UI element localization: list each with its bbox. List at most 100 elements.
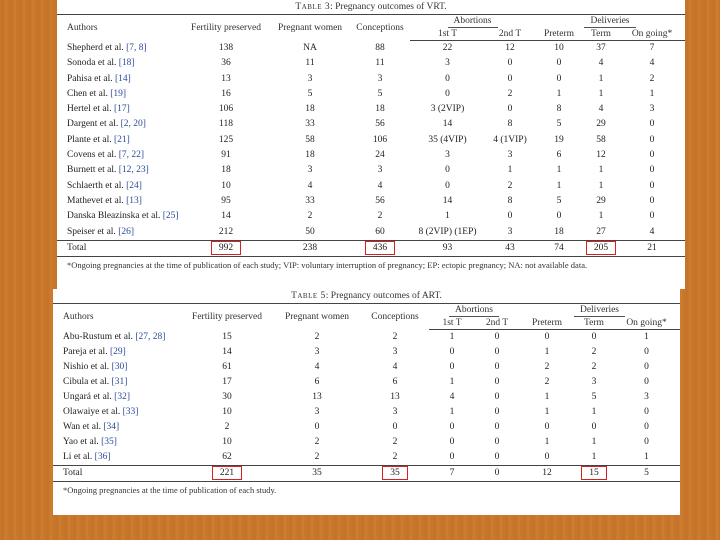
table-cell: 0 (613, 405, 680, 420)
author-name: Hertel et al. (67, 104, 112, 114)
table-row: Nishio et al. [30] 61 4 4 0 0 2 2 0 (53, 360, 680, 375)
table-cell: 3 (350, 72, 410, 87)
table-cell: 2 (575, 345, 613, 360)
author-name: Dargent et al. (67, 119, 118, 129)
header-ongoing: On going* (619, 28, 685, 41)
table-cell: 0 (619, 179, 685, 194)
table-row: Hertel et al. [17] 106 18 18 3 (2VIP) 0 8 4 3 (57, 102, 685, 117)
table-cell: 13 (182, 72, 270, 87)
citation-ref: [12, 23] (119, 165, 149, 175)
table-cell: 33 (270, 194, 350, 209)
author-cell: Dargent et al. [2, 20] (57, 117, 182, 132)
table-cell: 0 (619, 148, 685, 163)
author-name: Li et al. (63, 452, 92, 462)
header-conceptions: Conceptions (361, 304, 429, 330)
table-cell: 2 (181, 420, 273, 435)
table-cell: 1 (429, 375, 475, 390)
table-cell: 10 (181, 405, 273, 420)
table-row: Mathevet et al. [13] 95 33 56 14 8 5 29 0 (57, 194, 685, 209)
table-cell: 1 (575, 450, 613, 466)
table-row: Abu-Rustum et al. [27, 28] 15 2 2 1 0 0 0 1 (53, 330, 680, 346)
table-row: Pahisa et al. [14] 13 3 3 0 0 0 1 2 (57, 72, 685, 87)
table-cell: 1 (429, 405, 475, 420)
table-row: Dargent et al. [2, 20] 118 33 56 14 8 5 29 0 (57, 117, 685, 132)
art-footnote: *Ongoing pregnancies at the time of publ… (53, 482, 680, 495)
table-cell: 10 (535, 41, 583, 57)
citation-ref: [7, 22] (119, 150, 144, 160)
table-cell: 4 (583, 56, 619, 71)
author-name: Wan et al. (63, 422, 101, 432)
table-cell: 16 (182, 87, 270, 102)
total-cell: 436 (350, 240, 410, 256)
table-cell: 1 (583, 209, 619, 224)
table-cell: 5 (350, 87, 410, 102)
table-cell: 8 (485, 117, 535, 132)
table-cell: 18 (270, 148, 350, 163)
header-preterm: Preterm (535, 28, 583, 41)
author-cell: Pahisa et al. [14] (57, 72, 182, 87)
author-name: Pahisa et al. (67, 74, 113, 84)
table-cell: 6 (361, 375, 429, 390)
table-cell: 0 (410, 87, 485, 102)
table-cell: 0 (475, 435, 519, 450)
table-cell: 4 (270, 179, 350, 194)
highlight-box: 205 (586, 241, 616, 255)
citation-ref: [24] (126, 181, 142, 191)
table-cell: 29 (583, 194, 619, 209)
author-cell: Olawaiye et al. [33] (53, 405, 181, 420)
vrt-caption-text: : Pregnancy outcomes of VRT. (330, 2, 447, 12)
table-cell: 3 (410, 148, 485, 163)
table-cell: 0 (535, 209, 583, 224)
header-authors: Authors (57, 15, 182, 41)
table-cell: 7 (619, 41, 685, 57)
header-ongoing: On going* (613, 317, 680, 330)
table-cell: 12 (485, 41, 535, 57)
table-cell: 3 (350, 163, 410, 178)
table-cell: 0 (619, 194, 685, 209)
table-row: Shepherd et al. [7, 8] 138 NA 88 22 12 10 37 7 (57, 41, 685, 57)
table-cell: 1 (410, 209, 485, 224)
table-cell: 3 (273, 345, 361, 360)
table-cell: 56 (350, 117, 410, 132)
table-cell: 0 (475, 375, 519, 390)
art-table: Authors Fertility preserved Pregnant wom… (53, 303, 680, 482)
table-cell: 35 (4VIP) (410, 133, 485, 148)
table-cell: 0 (429, 435, 475, 450)
table-cell: 3 (270, 163, 350, 178)
table-cell: 18 (270, 102, 350, 117)
citation-ref: [29] (110, 347, 126, 357)
citation-ref: [36] (95, 452, 111, 462)
author-cell: Schlaerth et al. [24] (57, 179, 182, 194)
vrt-table-panel: Table 3: Pregnancy outcomes of VRT. Auth… (57, 0, 685, 289)
total-row: Total 221 35 35 7 0 12 15 5 (53, 466, 680, 482)
table-cell: 2 (361, 450, 429, 466)
table-row: Li et al. [36] 62 2 2 0 0 0 1 1 (53, 450, 680, 466)
table-cell: 1 (613, 330, 680, 346)
header-1st-trimester: 1st T (429, 317, 475, 330)
table-cell: 18 (182, 163, 270, 178)
total-cell: 12 (519, 466, 575, 482)
table-row: Yao et al. [35] 10 2 2 0 0 1 1 0 (53, 435, 680, 450)
table-cell: 1 (535, 87, 583, 102)
table-row: Schlaerth et al. [24] 10 4 4 0 2 1 1 0 (57, 179, 685, 194)
table-cell: 19 (535, 133, 583, 148)
table-cell: 33 (270, 117, 350, 132)
total-cell: 0 (475, 466, 519, 482)
table-cell: 2 (270, 209, 350, 224)
table-cell: 1 (613, 450, 680, 466)
table-cell: 6 (535, 148, 583, 163)
highlight-box: 35 (382, 466, 408, 480)
citation-ref: [30] (112, 362, 128, 372)
table-cell: 0 (535, 72, 583, 87)
author-name: Olawaiye et al. (63, 407, 120, 417)
total-row: Total 992 238 436 93 43 74 205 21 (57, 240, 685, 256)
vrt-caption-label: Table 3 (295, 2, 330, 12)
table-cell: 1 (535, 179, 583, 194)
table-row: Chen et al. [19] 16 5 5 0 2 1 1 1 (57, 87, 685, 102)
table-cell: 1 (519, 405, 575, 420)
table-cell: 1 (583, 72, 619, 87)
table-cell: 0 (619, 133, 685, 148)
header-2nd-trimester: 2nd T (485, 28, 535, 41)
table-cell: 4 (619, 56, 685, 71)
author-cell: Yao et al. [35] (53, 435, 181, 450)
